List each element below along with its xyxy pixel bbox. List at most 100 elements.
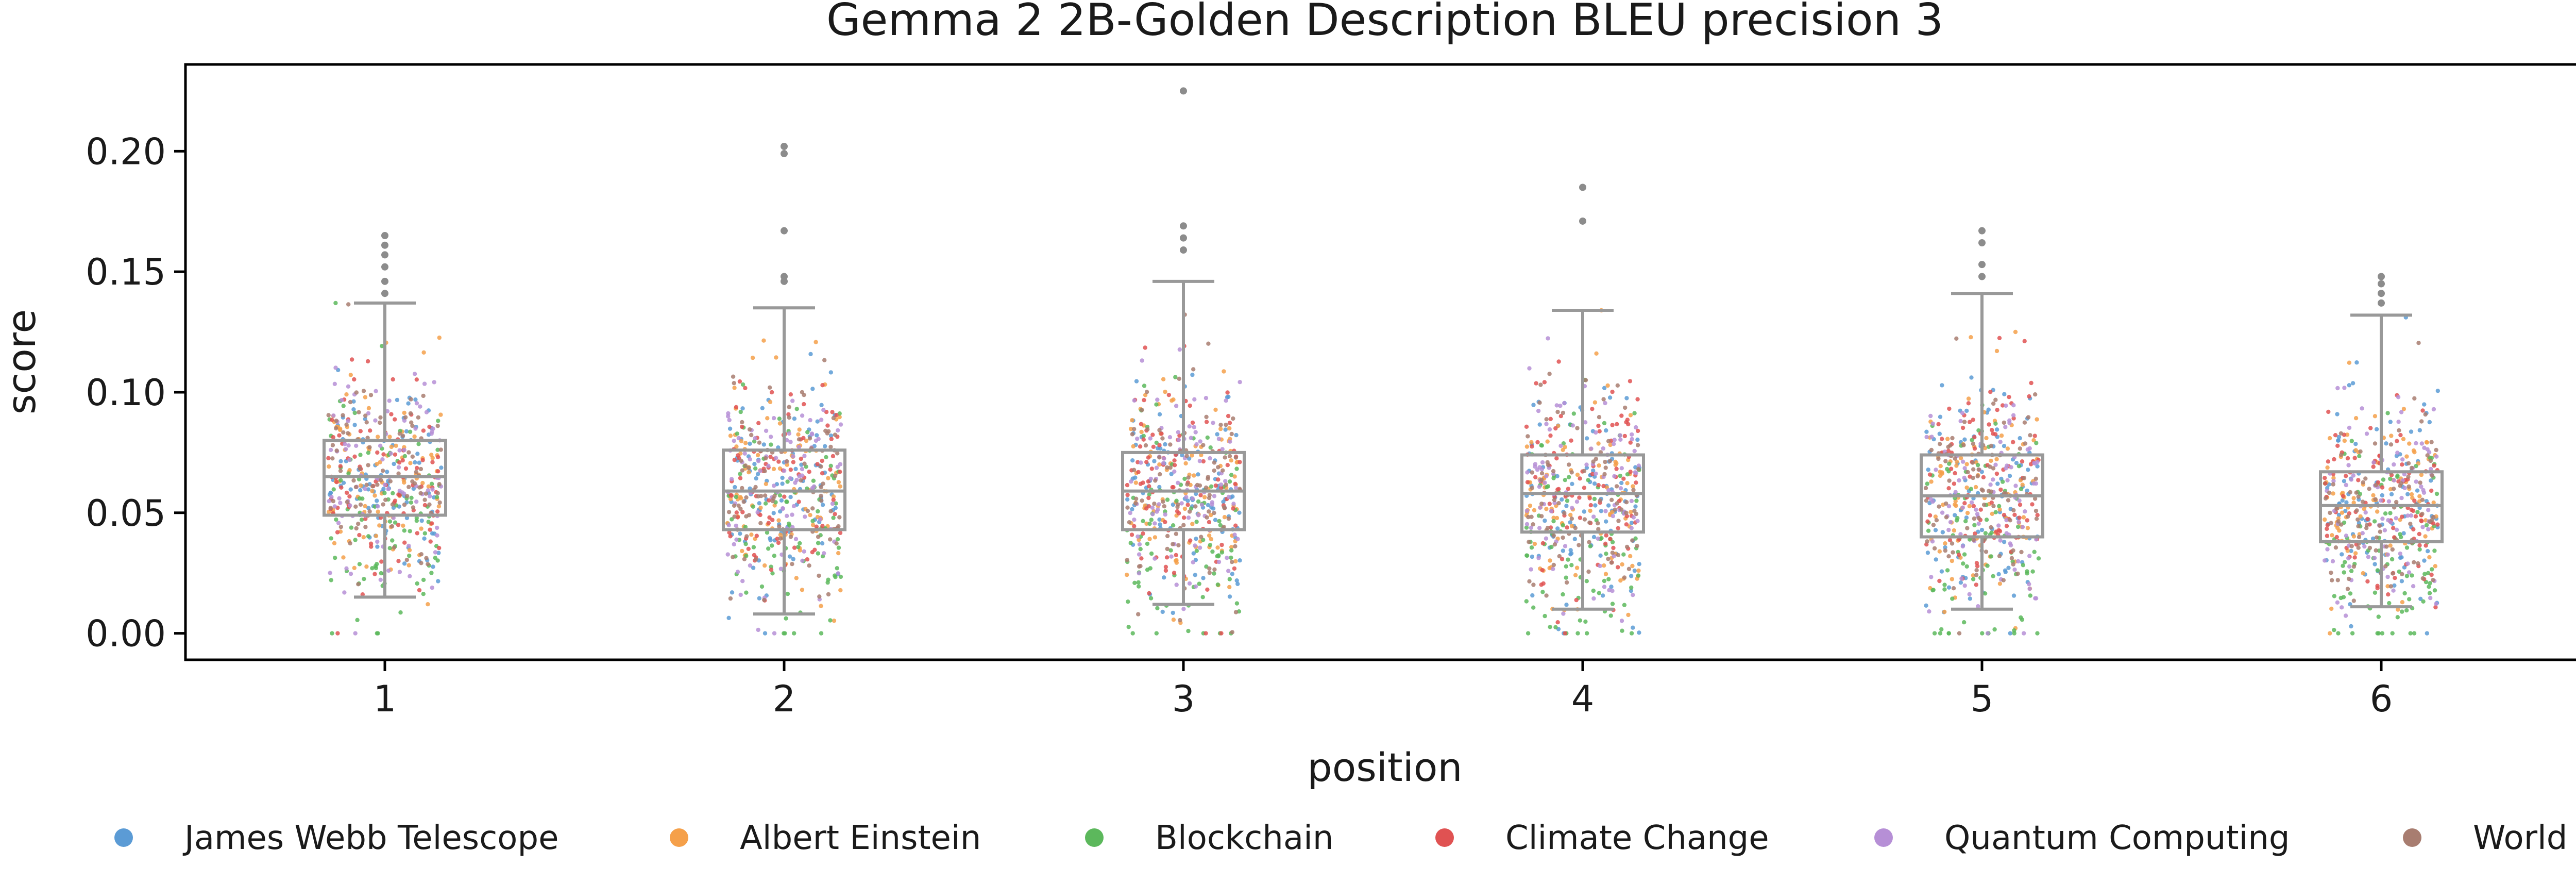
strip-point <box>2027 582 2031 587</box>
strip-point <box>788 495 793 499</box>
strip-point <box>1132 427 1137 431</box>
strip-point <box>1987 422 1991 427</box>
strip-point <box>1177 347 1182 352</box>
strip-point <box>2370 536 2376 541</box>
strip-point <box>1226 517 1231 521</box>
strip-point <box>1978 507 1983 512</box>
strip-point <box>1628 379 1633 384</box>
strip-point <box>831 515 836 520</box>
strip-point <box>1607 395 1613 400</box>
strip-point <box>736 503 741 508</box>
strip-point <box>738 495 743 499</box>
strip-point <box>1125 482 1130 488</box>
strip-point <box>1546 336 1550 341</box>
strip-point <box>1562 511 1567 515</box>
strip-point <box>1957 537 1961 542</box>
strip-point <box>2343 509 2348 513</box>
strip-point <box>1536 556 1541 560</box>
strip-point <box>1612 554 1616 559</box>
strip-point <box>1201 576 1206 580</box>
strip-point <box>1938 464 1943 469</box>
strip-point <box>429 571 434 575</box>
strip-point <box>2351 473 2355 478</box>
legend-marker <box>670 828 688 847</box>
strip-point <box>2410 573 2414 578</box>
strip-point <box>1565 525 1569 530</box>
strip-point <box>785 479 790 484</box>
strip-point <box>2353 551 2358 556</box>
strip-point <box>1943 548 1947 553</box>
strip-point <box>1940 530 1945 535</box>
strip-point <box>386 568 391 573</box>
strip-point <box>1635 397 1640 402</box>
strip-point <box>352 454 357 459</box>
strip-point <box>344 392 349 397</box>
strip-point <box>1575 426 1580 430</box>
strip-point <box>397 570 402 574</box>
strip-point <box>1939 569 1944 574</box>
strip-point <box>757 596 762 601</box>
strip-point <box>2341 494 2346 498</box>
strip-point <box>1966 401 1971 406</box>
strip-point <box>1938 470 1942 474</box>
strip-point <box>2342 479 2347 484</box>
strip-point <box>1578 515 1583 520</box>
strip-point <box>1204 631 1208 636</box>
strip-point <box>1952 481 1956 486</box>
strip-point <box>1558 414 1563 419</box>
strip-point <box>1139 460 1143 465</box>
strip-point <box>1226 413 1231 419</box>
strip-point <box>1960 505 1965 510</box>
strip-point <box>1635 543 1639 548</box>
strip-point <box>1155 606 1160 611</box>
strip-point <box>2361 571 2365 576</box>
strip-point <box>363 395 368 399</box>
strip-point <box>341 404 346 408</box>
strip-point <box>2428 458 2433 463</box>
strip-point <box>2002 512 2007 518</box>
strip-point <box>819 485 823 490</box>
strip-point <box>1964 485 1969 490</box>
strip-point <box>2385 574 2390 579</box>
strip-point <box>2335 443 2340 448</box>
strip-point <box>2332 594 2336 598</box>
strip-point <box>1233 481 1238 486</box>
strip-point <box>1561 441 1566 446</box>
strip-point <box>820 471 825 476</box>
strip-point <box>1145 541 1150 546</box>
strip-point <box>352 410 357 415</box>
strip-point <box>790 512 794 517</box>
strip-point <box>2021 563 2025 568</box>
strip-point <box>1953 456 1957 461</box>
x-tick-label: 2 <box>773 678 796 720</box>
strip-point <box>428 539 433 544</box>
strip-point <box>1125 505 1130 510</box>
strip-point <box>1946 504 1952 509</box>
strip-point <box>1219 486 1224 490</box>
strip-point <box>396 523 401 527</box>
strip-point <box>1235 581 1240 587</box>
strip-point <box>417 460 421 465</box>
box-2 <box>722 142 846 616</box>
strip-point <box>778 567 784 571</box>
strip-point <box>1616 526 1620 530</box>
strip-point <box>2335 578 2340 582</box>
outlier-point <box>1978 273 1986 280</box>
strip-point <box>2001 578 2006 582</box>
strip-point <box>2345 587 2350 591</box>
strip-point <box>1234 467 1239 471</box>
strip-point <box>402 410 406 415</box>
strip-point <box>1152 502 1157 506</box>
strip-point <box>354 443 359 448</box>
strip-point <box>1599 509 1603 513</box>
strip-point <box>1195 482 1200 488</box>
strip-point <box>406 563 411 568</box>
strip-point <box>1938 631 1943 636</box>
strip-point <box>1636 467 1641 472</box>
strip-point <box>1631 515 1636 520</box>
strip-point <box>436 469 440 474</box>
strip-point <box>1178 618 1182 623</box>
strip-point <box>1967 504 1972 509</box>
strip-point <box>1158 446 1163 451</box>
